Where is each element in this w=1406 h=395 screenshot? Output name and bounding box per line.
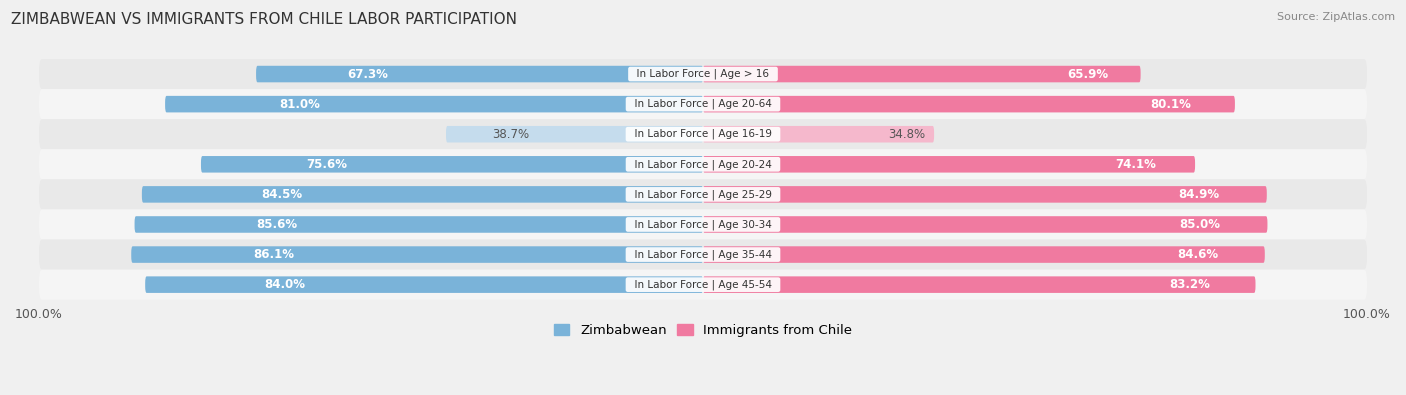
Text: 84.5%: 84.5% <box>262 188 302 201</box>
Text: 86.1%: 86.1% <box>253 248 295 261</box>
FancyBboxPatch shape <box>39 89 1367 119</box>
Text: 65.9%: 65.9% <box>1067 68 1109 81</box>
FancyBboxPatch shape <box>39 209 1367 239</box>
Text: 74.1%: 74.1% <box>1115 158 1157 171</box>
Text: 80.1%: 80.1% <box>1150 98 1191 111</box>
FancyBboxPatch shape <box>39 239 1367 270</box>
FancyBboxPatch shape <box>39 59 1367 89</box>
Text: 67.3%: 67.3% <box>347 68 388 81</box>
Text: Source: ZipAtlas.com: Source: ZipAtlas.com <box>1277 12 1395 22</box>
FancyBboxPatch shape <box>703 216 1267 233</box>
FancyBboxPatch shape <box>145 276 703 293</box>
FancyBboxPatch shape <box>201 156 703 173</box>
Text: 81.0%: 81.0% <box>280 98 321 111</box>
Text: In Labor Force | Age 25-29: In Labor Force | Age 25-29 <box>627 189 779 199</box>
Text: In Labor Force | Age 16-19: In Labor Force | Age 16-19 <box>627 129 779 139</box>
FancyBboxPatch shape <box>142 186 703 203</box>
FancyBboxPatch shape <box>131 246 703 263</box>
FancyBboxPatch shape <box>703 246 1265 263</box>
FancyBboxPatch shape <box>446 126 703 143</box>
FancyBboxPatch shape <box>703 96 1234 113</box>
FancyBboxPatch shape <box>256 66 703 82</box>
FancyBboxPatch shape <box>39 179 1367 209</box>
Text: In Labor Force | Age > 16: In Labor Force | Age > 16 <box>630 69 776 79</box>
Text: 34.8%: 34.8% <box>887 128 925 141</box>
FancyBboxPatch shape <box>703 276 1256 293</box>
Text: In Labor Force | Age 30-34: In Labor Force | Age 30-34 <box>628 219 778 230</box>
Text: In Labor Force | Age 20-24: In Labor Force | Age 20-24 <box>628 159 778 169</box>
Text: In Labor Force | Age 20-64: In Labor Force | Age 20-64 <box>628 99 778 109</box>
FancyBboxPatch shape <box>39 149 1367 179</box>
Text: 75.6%: 75.6% <box>307 158 347 171</box>
Text: 85.0%: 85.0% <box>1180 218 1220 231</box>
FancyBboxPatch shape <box>135 216 703 233</box>
FancyBboxPatch shape <box>703 66 1140 82</box>
Text: 83.2%: 83.2% <box>1168 278 1209 291</box>
Legend: Zimbabwean, Immigrants from Chile: Zimbabwean, Immigrants from Chile <box>548 319 858 342</box>
FancyBboxPatch shape <box>39 270 1367 300</box>
Text: 38.7%: 38.7% <box>492 128 529 141</box>
Text: In Labor Force | Age 35-44: In Labor Force | Age 35-44 <box>627 249 779 260</box>
FancyBboxPatch shape <box>703 186 1267 203</box>
Text: 85.6%: 85.6% <box>256 218 297 231</box>
FancyBboxPatch shape <box>703 156 1195 173</box>
Text: In Labor Force | Age 45-54: In Labor Force | Age 45-54 <box>627 279 779 290</box>
Text: ZIMBABWEAN VS IMMIGRANTS FROM CHILE LABOR PARTICIPATION: ZIMBABWEAN VS IMMIGRANTS FROM CHILE LABO… <box>11 12 517 27</box>
FancyBboxPatch shape <box>39 119 1367 149</box>
Text: 84.0%: 84.0% <box>264 278 305 291</box>
FancyBboxPatch shape <box>703 126 934 143</box>
Text: 84.9%: 84.9% <box>1178 188 1219 201</box>
FancyBboxPatch shape <box>165 96 703 113</box>
Text: 84.6%: 84.6% <box>1177 248 1218 261</box>
